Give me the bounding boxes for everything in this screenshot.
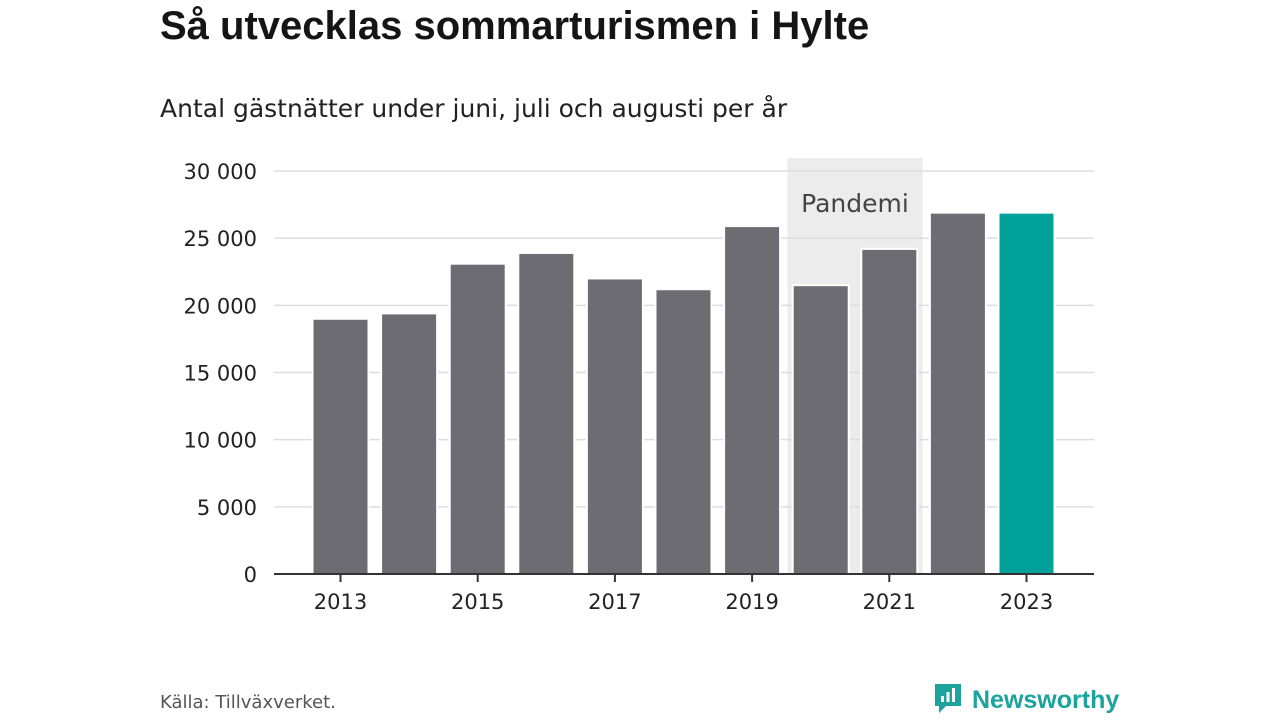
bar-2013 [311,317,370,575]
newsworthy-logo-icon [932,681,964,719]
bar-2022 [928,211,987,575]
bar-2019 [723,225,782,575]
source-note: Källa: Tillväxverket. [160,692,336,713]
y-tick-label: 15 000 [184,362,257,386]
x-tick-label: 2023 [1000,590,1053,614]
y-tick-label: 10 000 [184,429,257,453]
bar-2023 [997,211,1056,575]
y-tick-label: 20 000 [184,294,257,318]
brand-name: Newsworthy [972,685,1120,714]
pandemic-label: Pandemi [801,189,909,218]
bar-2016 [517,251,576,575]
bar-chart: Pandemi 0 5 000 10 000 15 000 20 000 25 000 30 … [184,158,1094,614]
bar-2014 [380,312,439,575]
bar-2020 [791,284,850,575]
bar-2017 [585,277,644,575]
bar-2021 [860,247,919,575]
brand-logo[interactable]: Newsworthy [932,682,1119,718]
bar-2015 [448,262,507,575]
bar-2018 [654,288,713,575]
chart-subtitle: Antal gästnätter under juni, juli och au… [160,94,788,123]
x-tick-label: 2013 [314,590,367,614]
x-tick-label: 2015 [451,590,504,614]
x-tick-label: 2017 [588,590,641,614]
y-tick-label: 5 000 [197,496,257,520]
y-tick-label: 0 [244,563,257,587]
chart-title: Så utvecklas sommarturismen i Hylte [160,4,870,48]
y-tick-label: 25 000 [184,227,257,251]
y-tick-label: 30 000 [184,160,257,184]
x-tick-label: 2021 [863,590,916,614]
x-tick-label: 2019 [725,590,778,614]
